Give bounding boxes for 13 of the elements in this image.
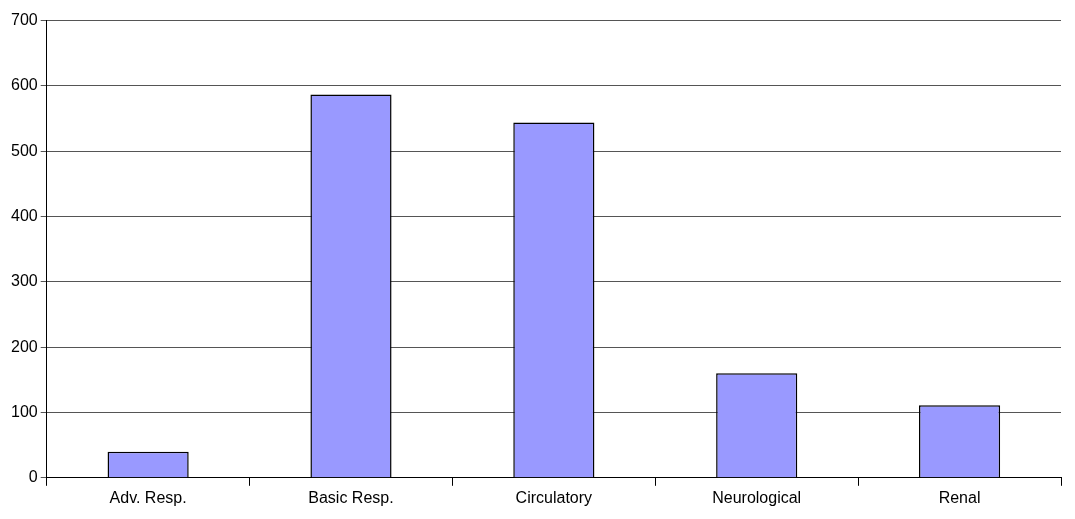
y-tick-label: 200 <box>10 337 38 355</box>
x-tick-label: Neurological <box>712 488 802 506</box>
y-tick-label: 700 <box>10 11 38 29</box>
y-tick-label: 100 <box>10 402 38 420</box>
y-tick-label: 0 <box>28 468 38 486</box>
y-tick-label: 600 <box>10 76 38 94</box>
y-tick-label: 500 <box>10 141 38 159</box>
y-tick-label: 300 <box>10 272 38 290</box>
x-tick-label: Renal <box>938 488 981 506</box>
x-tick-label: Basic Resp. <box>308 488 394 506</box>
y-tick-label: 400 <box>10 206 38 224</box>
x-tick-label: Adv. Resp. <box>109 488 187 506</box>
x-tick-label: Circulatory <box>515 488 593 506</box>
